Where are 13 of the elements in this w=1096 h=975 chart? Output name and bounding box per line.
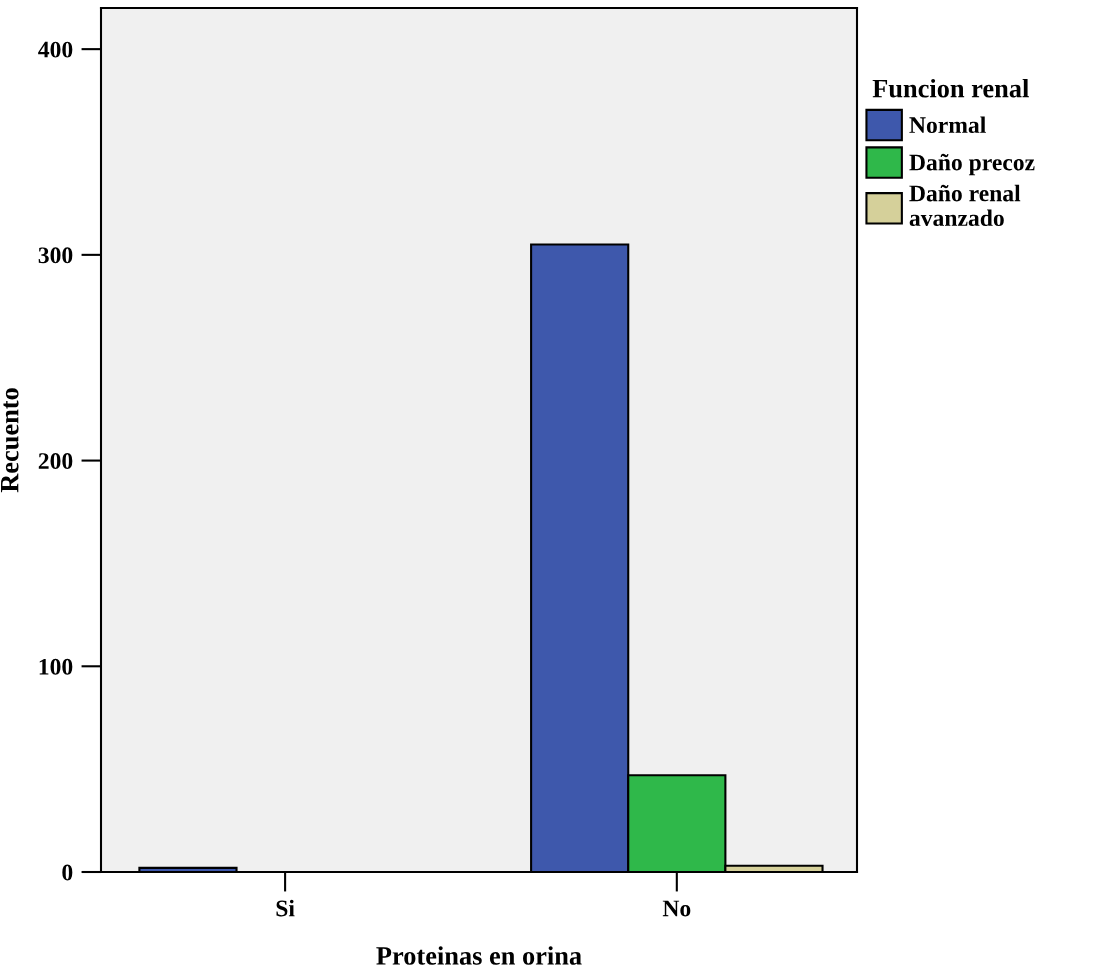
legend-title: Funcion renal: [872, 78, 1029, 98]
y-tick-label: 0: [62, 864, 73, 881]
y-axis-title: Recuento: [1, 388, 19, 493]
y-tick-label: 300: [38, 247, 73, 264]
legend-label: Normal: [909, 116, 986, 134]
legend-label: Daño precoz: [909, 153, 1035, 176]
x-tick-label: No: [662, 900, 691, 917]
y-tick-label: 400: [38, 41, 73, 58]
x-tick-label: Si: [276, 899, 295, 917]
y-tick-label: 100: [39, 658, 73, 675]
y-tick-label: 200: [38, 453, 73, 469]
legend-label: Daño renal avanzado: [909, 184, 1021, 227]
x-axis-title: Proteinas en orina: [376, 946, 582, 965]
